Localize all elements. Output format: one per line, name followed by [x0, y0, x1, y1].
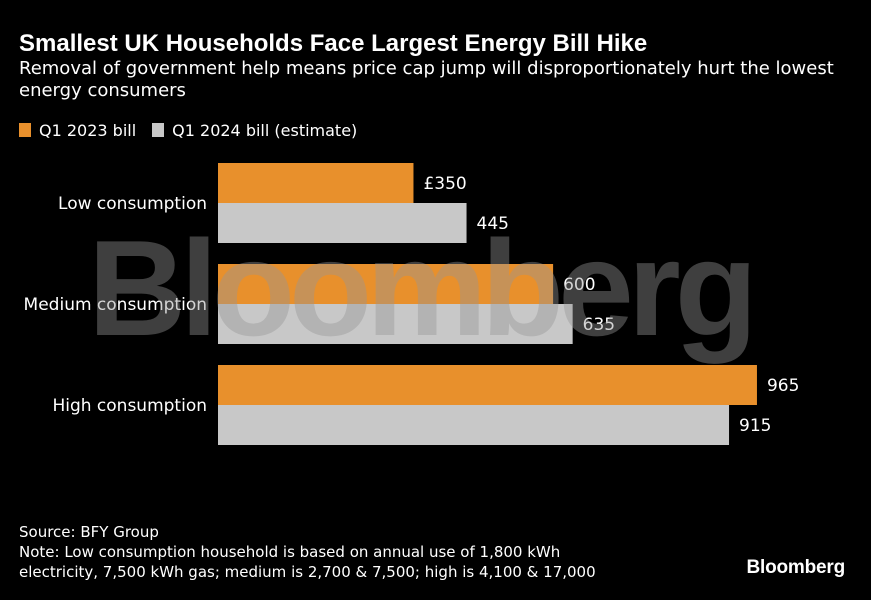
- bar-q1-2023: [218, 163, 414, 203]
- legend-label-q1-2023: Q1 2023 bill: [39, 120, 137, 140]
- bar-q1-2023: [218, 264, 554, 304]
- category-label: Low consumption: [58, 194, 207, 214]
- chart-subtitle: Removal of government help means price c…: [19, 58, 834, 101]
- category-label: Medium consumption: [24, 295, 207, 315]
- footnote-line-2: electricity, 7,500 kWh gas; medium is 2,…: [19, 563, 596, 581]
- bar-q1-2024: [218, 304, 573, 344]
- data-label: 965: [767, 376, 799, 396]
- data-label: 600: [563, 275, 595, 295]
- footnote-line-1: Note: Low consumption household is based…: [19, 543, 561, 561]
- data-label: £350: [423, 174, 466, 194]
- category-label: High consumption: [52, 396, 207, 416]
- legend: Q1 2023 bill Q1 2024 bill (estimate): [19, 120, 373, 140]
- legend-label-q1-2024: Q1 2024 bill (estimate): [172, 120, 358, 140]
- bloomberg-logo: Bloomberg: [746, 557, 846, 578]
- bar-q1-2023: [218, 365, 757, 405]
- data-label: 445: [477, 214, 509, 234]
- data-label: 915: [739, 416, 771, 436]
- data-label: 635: [583, 315, 615, 335]
- legend-item-q1-2024: Q1 2024 bill (estimate): [152, 121, 357, 140]
- legend-swatch-q1-2024: [152, 123, 165, 137]
- chart-title: Smallest UK Households Face Largest Ener…: [19, 30, 648, 57]
- legend-item-q1-2023: Q1 2023 bill: [19, 121, 136, 140]
- bar-q1-2024: [218, 405, 730, 445]
- chart-footer: Source: BFY Group Note: Low consumption …: [19, 522, 596, 582]
- source-note: Source: BFY Group: [19, 523, 159, 541]
- legend-swatch-q1-2023: [19, 123, 31, 137]
- bar-q1-2024: [218, 203, 467, 243]
